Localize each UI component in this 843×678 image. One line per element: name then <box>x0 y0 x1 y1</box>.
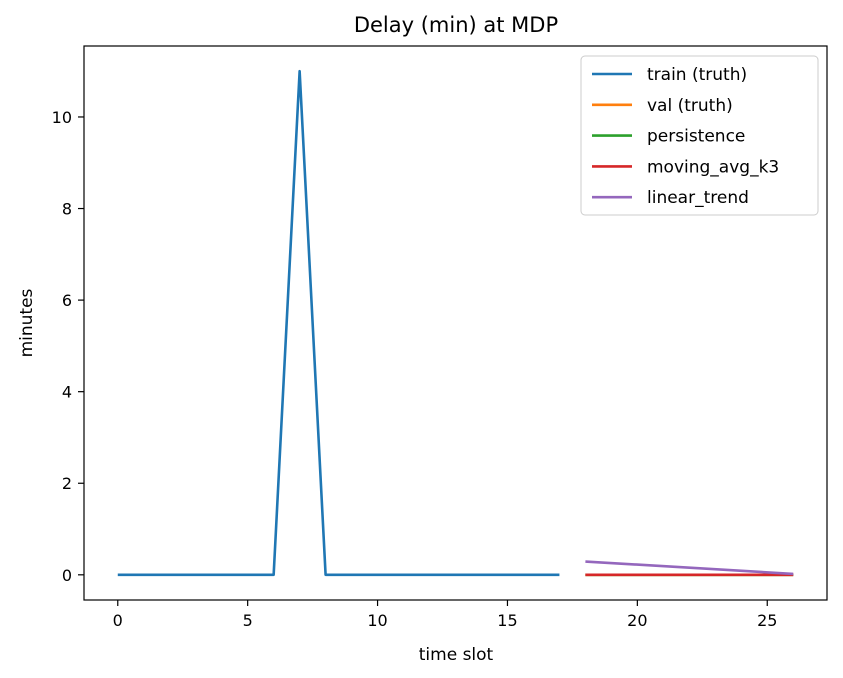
x-tick-label: 0 <box>113 611 123 630</box>
x-axis-label: time slot <box>419 645 494 665</box>
y-axis-ticks: 0 2 4 6 8 10 <box>52 108 84 585</box>
legend-item: linear_trend <box>592 188 749 208</box>
legend-label: moving_avg_k3 <box>647 157 779 177</box>
legend-label: val (truth) <box>647 96 733 116</box>
chart-title: Delay (min) at MDP <box>354 13 558 37</box>
x-tick-label: 25 <box>757 611 777 630</box>
legend-item: moving_avg_k3 <box>592 157 779 177</box>
legend-item: persistence <box>592 127 745 147</box>
y-tick-label: 8 <box>62 200 72 219</box>
series-layer <box>117 69 794 577</box>
legend-label: linear_trend <box>647 188 749 208</box>
y-tick-label: 10 <box>52 108 72 127</box>
y-tick-label: 0 <box>62 566 72 585</box>
legend-label: persistence <box>647 127 745 147</box>
legend: train (truth) val (truth) persistence movin… <box>580 55 819 216</box>
x-tick-label: 20 <box>627 611 647 630</box>
x-tick-label: 10 <box>367 611 387 630</box>
legend-label: train (truth) <box>647 65 747 85</box>
legend-box <box>580 55 819 216</box>
y-axis-label: minutes <box>17 288 37 357</box>
x-axis-ticks: 0 5 10 15 20 25 <box>113 600 777 630</box>
legend-item: train (truth) <box>592 65 747 85</box>
x-tick-label: 5 <box>243 611 253 630</box>
y-tick-label: 4 <box>62 383 72 402</box>
plot-area <box>83 45 828 601</box>
series-line-train-truth- <box>117 69 560 577</box>
y-tick-label: 2 <box>62 474 72 493</box>
legend-item: val (truth) <box>592 96 733 116</box>
y-tick-label: 6 <box>62 291 72 310</box>
plot-frame <box>83 45 828 601</box>
series-line-linear-trend <box>585 560 794 576</box>
x-tick-label: 15 <box>497 611 517 630</box>
